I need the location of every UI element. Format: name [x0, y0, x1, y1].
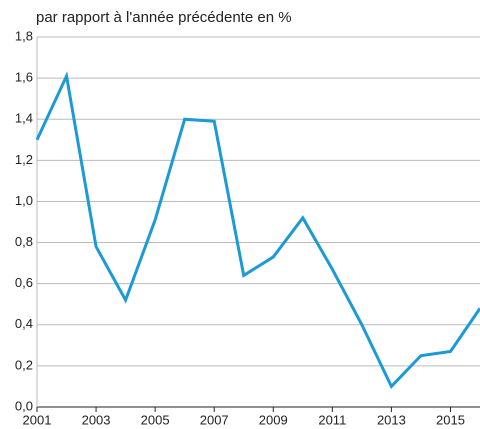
line-series	[35, 71, 480, 390]
x-tick-label: 2013	[377, 412, 406, 427]
y-tick-label: 1,8	[15, 28, 33, 43]
y-tick-label: 0,8	[15, 234, 33, 249]
y-tick-label: 0,2	[15, 357, 33, 372]
x-tick-label: 2015	[436, 412, 465, 427]
y-tick-label: 1,6	[15, 70, 33, 85]
y-tick-label: 1,4	[15, 111, 33, 126]
x-tick-label: 2001	[23, 412, 52, 427]
x-tick-label: 2003	[82, 412, 111, 427]
y-tick-label: 0,0	[15, 398, 33, 413]
y-tick-label: 1,0	[15, 193, 33, 208]
x-tick-label: 2011	[318, 412, 346, 427]
y-tick-label: 0,4	[15, 316, 33, 331]
y-tick-label: 0,6	[15, 275, 33, 290]
x-tick-label: 2005	[141, 412, 170, 427]
x-tick-label: 2009	[259, 412, 288, 427]
chart-title: par rapport à l'année précédente en %	[36, 9, 292, 26]
x-tick-label: 2007	[200, 412, 229, 427]
y-tick-label: 1,2	[15, 152, 33, 167]
